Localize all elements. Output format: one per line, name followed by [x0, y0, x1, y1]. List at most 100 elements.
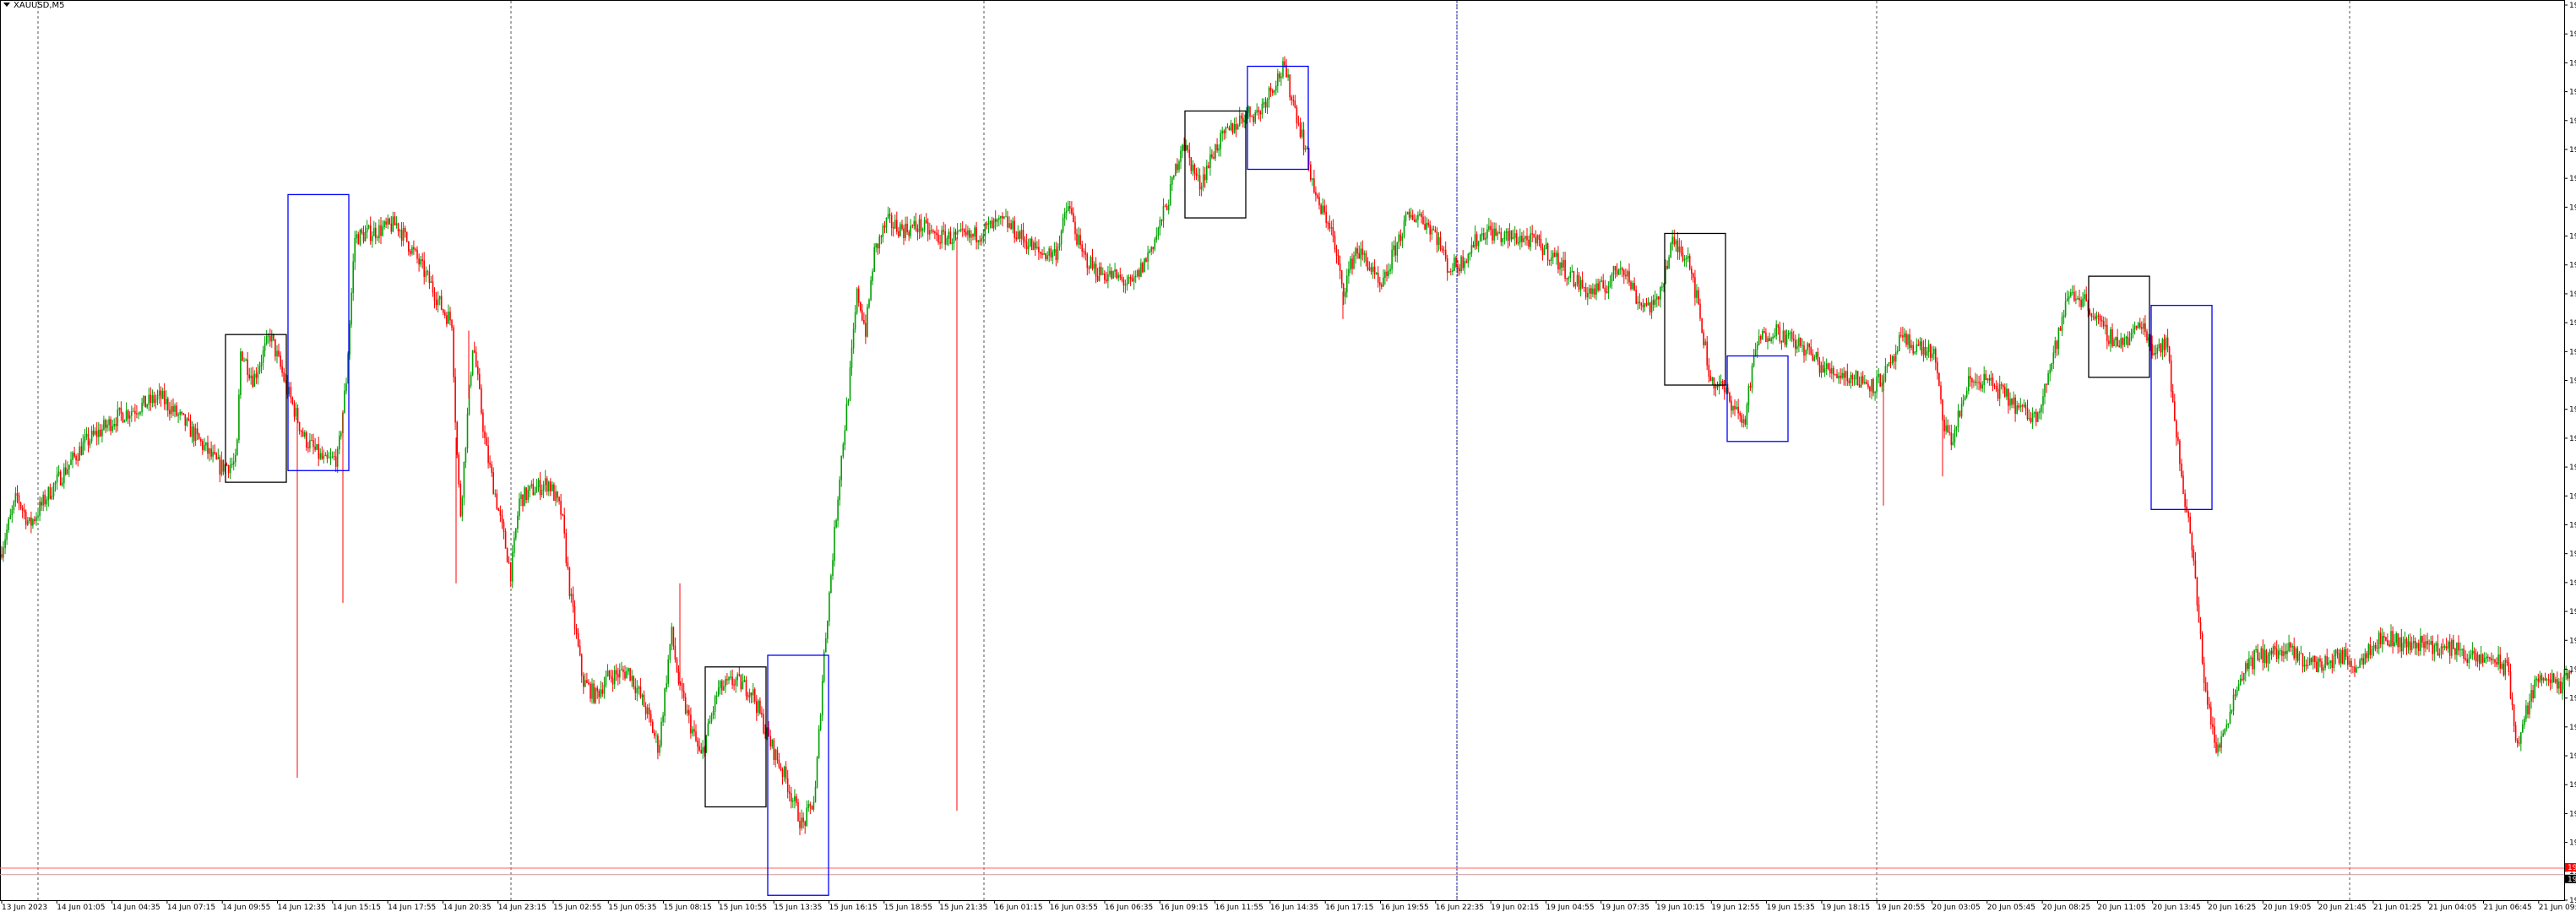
x-tick-label: 13 Jun 2023: [2, 904, 47, 912]
y-tick-label: 1926.60: [2569, 839, 2576, 848]
x-tick-label: 20 Jun 11:05: [2097, 904, 2145, 912]
x-tick-label: 19 Jun 18:15: [1822, 904, 1870, 912]
x-tick-label: 14 Jun 07:15: [167, 904, 215, 912]
x-tick-label: 15 Jun 02:55: [553, 904, 601, 912]
y-tick-label: 1954.85: [2569, 290, 2576, 299]
bid-price-tag: [2565, 863, 2576, 872]
y-tick-label: 1934.05: [2569, 695, 2576, 703]
zone-rectangle[interactable]: [225, 334, 287, 483]
y-tick-label: 1951.90: [2569, 348, 2576, 356]
y-tick-label: 1965.30: [2569, 89, 2576, 97]
y-tick-label: 1956.35: [2569, 262, 2576, 270]
y-tick-label: 1931.05: [2569, 752, 2576, 761]
x-tick-label: 20 Jun 16:25: [2208, 904, 2256, 912]
x-tick-label: 20 Jun 05:45: [1987, 904, 2035, 912]
x-tick-label: 16 Jun 09:15: [1160, 904, 1208, 912]
x-tick-label: 14 Jun 01:05: [57, 904, 105, 912]
x-tick-label: 20 Jun 08:25: [2042, 904, 2090, 912]
x-tick-label: 19 Jun 10:15: [1656, 904, 1704, 912]
x-tick-label: 15 Jun 08:15: [664, 904, 712, 912]
zone-rectangle[interactable]: [1664, 232, 1726, 386]
zone-rectangle[interactable]: [2150, 304, 2213, 510]
y-tick-label: 1938.50: [2569, 608, 2576, 616]
ask-price-label: 1925.10: [2568, 876, 2576, 884]
x-tick-label: 19 Jun 07:35: [1601, 904, 1649, 912]
y-tick-label: 1932.55: [2569, 724, 2576, 732]
x-tick-label: 21 Jun 06:45: [2484, 904, 2532, 912]
symbol-text: XAUUSD,M5: [14, 1, 65, 10]
y-tick-label: 1923.70: [2569, 897, 2576, 905]
x-tick-label: 20 Jun 21:45: [2318, 904, 2367, 912]
zone-rectangle[interactable]: [704, 666, 767, 808]
x-tick-label: 16 Jun 06:35: [1105, 904, 1153, 912]
x-tick-label: 19 Jun 12:55: [1711, 904, 1759, 912]
x-tick-label: 19 Jun 15:35: [1767, 904, 1815, 912]
x-tick-label: 15 Jun 10:55: [719, 904, 767, 912]
y-tick-label: 1929.60: [2569, 781, 2576, 790]
x-tick-label: 15 Jun 16:15: [829, 904, 878, 912]
y-tick-label: 1963.80: [2569, 117, 2576, 126]
x-tick-label: 20 Jun 03:05: [1932, 904, 1981, 912]
x-tick-label: 15 Jun 05:35: [608, 904, 656, 912]
zone-rectangle[interactable]: [1726, 355, 1789, 442]
y-tick-label: 1969.75: [2569, 2, 2576, 10]
x-tick-label: 16 Jun 11:55: [1215, 904, 1264, 912]
x-tick-label: 16 Jun 03:55: [1050, 904, 1098, 912]
x-tick-label: 14 Jun 12:35: [278, 904, 326, 912]
zone-rectangle[interactable]: [767, 654, 829, 896]
y-tick-label: 1968.25: [2569, 30, 2576, 39]
symbol-label[interactable]: XAUUSD,M5: [3, 1, 65, 10]
x-tick-label: 20 Jun 13:45: [2153, 904, 2201, 912]
zone-rectangle[interactable]: [287, 193, 350, 471]
y-tick-label: 1944.45: [2569, 492, 2576, 501]
x-tick-label: 16 Jun 01:15: [994, 904, 1042, 912]
x-tick-label: 20 Jun 19:05: [2263, 904, 2311, 912]
x-tick-label: 21 Jun 09:25: [2539, 904, 2576, 912]
y-tick-label: 1953.40: [2569, 319, 2576, 328]
candles: [1, 56, 2572, 835]
x-tick-label: 14 Jun 04:35: [112, 904, 160, 912]
y-tick-label: 1945.95: [2569, 464, 2576, 472]
y-tick-label: 1942.95: [2569, 521, 2576, 529]
y-tick-label: 1950.40: [2569, 377, 2576, 386]
chevron-down-icon[interactable]: [3, 3, 10, 7]
x-tick-label: 21 Jun 04:05: [2428, 904, 2476, 912]
x-tick-label: 16 Jun 19:55: [1381, 904, 1429, 912]
y-tick-label: 1948.90: [2569, 406, 2576, 415]
y-tick-label: 1925.10: [2569, 868, 2576, 877]
zone-rectangle[interactable]: [2088, 275, 2150, 378]
x-tick-label: 15 Jun 13:35: [774, 904, 822, 912]
y-tick-label: 1962.30: [2569, 146, 2576, 155]
x-tick-label: 19 Jun 04:55: [1546, 904, 1594, 912]
y-tick-label: 1935.55: [2569, 665, 2576, 674]
x-tick-label: 14 Jun 15:15: [333, 904, 381, 912]
x-tick-label: 15 Jun 21:35: [939, 904, 987, 912]
y-tick-label: 1960.85: [2569, 175, 2576, 183]
x-tick-label: 16 Jun 17:15: [1325, 904, 1373, 912]
x-tick-label: 19 Jun 20:55: [1877, 904, 1925, 912]
y-tick-label: 1966.80: [2569, 59, 2576, 68]
x-tick-label: 14 Jun 20:35: [443, 904, 491, 912]
x-tick-label: 15 Jun 18:55: [884, 904, 932, 912]
x-tick-label: 19 Jun 02:15: [1491, 904, 1539, 912]
zone-rectangle[interactable]: [1184, 110, 1247, 219]
x-tick-label: 14 Jun 17:55: [388, 904, 436, 912]
y-tick-label: 1959.35: [2569, 204, 2576, 212]
bid-price-label: 1925.25: [2568, 864, 2576, 872]
x-tick-label: 14 Jun 09:55: [222, 904, 270, 912]
y-tick-label: 1941.50: [2569, 551, 2576, 559]
x-tick-label: 16 Jun 14:35: [1270, 904, 1318, 912]
x-tick-label: 16 Jun 22:35: [1436, 904, 1484, 912]
x-tick-label: 21 Jun 01:25: [2373, 904, 2421, 912]
y-tick-label: 1928.10: [2569, 810, 2576, 818]
x-tick-label: 14 Jun 23:15: [498, 904, 546, 912]
y-tick-label: 1947.45: [2569, 435, 2576, 443]
ask-price-tag: [2565, 874, 2576, 883]
y-tick-label: 1937.00: [2569, 637, 2576, 645]
y-tick-label: 1957.85: [2569, 233, 2576, 242]
zone-rectangle[interactable]: [1247, 65, 1309, 171]
y-tick-label: 1940.00: [2569, 579, 2576, 588]
